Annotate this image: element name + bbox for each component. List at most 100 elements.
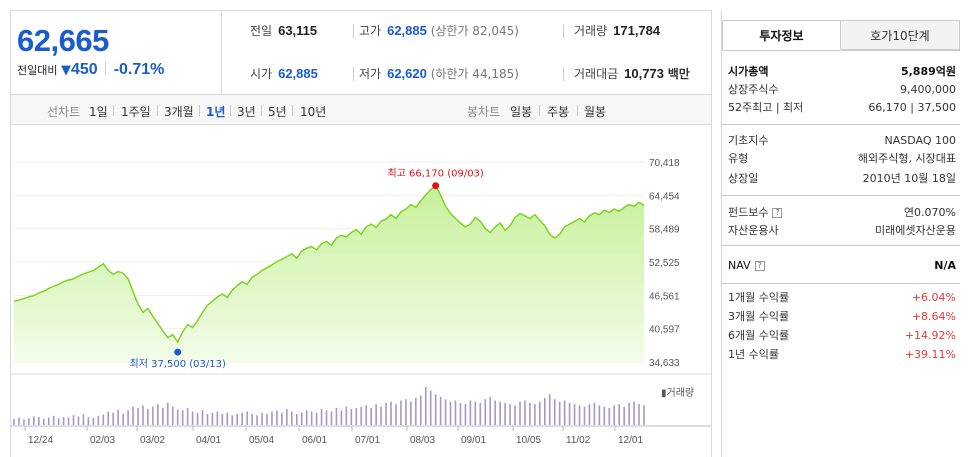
candle-chart-label: 봉차트 [467,105,501,119]
y-tick-label: 46,561 [649,291,680,302]
volume-bar [429,390,432,425]
stat-volume: 거래량 171,784 [574,22,660,39]
volume-bar [638,404,640,425]
info-row-market-cap: 시가총액 5,889억원 [728,64,956,80]
tab-orderbook[interactable]: 호가10단계 [840,20,960,50]
change-label: 전일대비 [17,64,58,77]
y-tick-label: 58,489 [649,225,680,236]
volume-bar [315,412,318,425]
info-key: 1년 수익률 [728,348,779,361]
tab-candle-daily[interactable]: 일봉 [510,105,533,119]
x-tick-label: 09/01 [461,435,486,446]
stat-low: 저가 62,620 (하한가 44,185) [359,65,519,82]
volume-bar [325,410,328,425]
tab-period-10y[interactable]: 10년 [300,105,327,119]
volume-bar [226,412,229,425]
info-row-index: 기초지수 NASDAQ 100 [728,133,956,149]
min-point [174,348,182,356]
help-icon[interactable]: ? [754,261,765,271]
info-row-nav: NAV? N/A [728,258,956,274]
volume-bar [67,417,70,425]
volume-bar [102,414,105,425]
volume-bar [251,413,253,425]
y-tick-label: 70,418 [649,158,680,169]
volume-legend: ▮거래량 [661,387,694,399]
x-tick-label: 11/02 [566,435,591,446]
tab-candle-monthly[interactable]: 월봉 [584,105,607,119]
change-percent: -0.71% [113,61,165,78]
volume-bar [171,406,174,425]
info-row-return-1y: 1년 수익률 +39.11% [728,347,956,363]
x-tick-label: 08/03 [410,435,435,446]
volume-bar [464,404,467,425]
quote-stats: 전일 63,115 고가 62,885 (상한가 82,045) 거래량 171,78… [223,11,712,94]
volume-bar [52,415,55,425]
volume-bar [186,407,189,425]
volume-bar [484,399,487,425]
info-key: 52주최고 | 최저 [728,101,804,114]
volume-bar [162,407,164,425]
volume-bar [489,396,492,425]
y-tick-label: 34,633 [649,358,680,369]
info-key: 1개월 수익률 [728,291,790,304]
volume-bar [603,406,606,425]
volume-bar [479,402,482,425]
volume-bar [335,407,338,425]
volume-bar [623,406,625,425]
info-key: 상장일 [728,172,759,185]
x-tick-label: 06/01 [302,435,327,446]
volume-bar [256,415,258,425]
volume-bar [42,418,45,425]
tab-investment-info[interactable]: 투자정보 [722,20,841,50]
volume-bar [137,407,139,425]
volume-bar [469,400,472,425]
info-value: +39.11% [904,348,956,361]
info-key: NAV [728,259,751,272]
y-tick-label: 52,525 [649,258,680,269]
stat-sub: (상한가 82,045) [430,24,519,38]
info-value: NASDAQ 100 [884,134,957,147]
price-chart[interactable]: 70,418 64,454 58,489 52,525 46,561 40,597 34,6… [11,125,711,457]
volume-bar [415,398,417,425]
y-tick-label: 40,597 [649,325,680,336]
volume-bar [77,416,80,425]
x-tick-label: 05/04 [249,435,274,446]
tab-candle-weekly[interactable]: 주봉 [547,105,570,119]
tab-period-1y[interactable]: 1년 [206,105,226,119]
tab-period-5y[interactable]: 5년 [268,105,287,119]
tab-period-1w[interactable]: 1주일 [121,105,151,119]
volume-bar [350,409,353,425]
tab-period-3y[interactable]: 3년 [237,105,256,119]
volume-bar [593,402,596,425]
stat-value: 63,115 [278,23,318,38]
tab-period-3m[interactable]: 3개월 [164,105,194,119]
volume-bar [543,398,546,425]
volume-bar [241,412,243,425]
stat-value: 62,885 [387,23,427,38]
volume-bar [563,400,566,425]
volume-bar [573,404,576,425]
info-value: 5,889억원 [900,65,956,78]
volume-bar [444,399,447,425]
info-key: 자산운용사 [728,224,779,237]
stat-unit: 백만 [667,67,690,81]
info-row-return-1m: 1개월 수익률 +6.04% [728,290,956,306]
volume-bar [147,409,149,425]
volume-bar [221,413,224,425]
tab-period-1d[interactable]: 1일 [89,105,108,119]
price-box: 62,665 전일대비 ▼450 -0.71% [11,11,222,94]
volume-bar [548,394,551,425]
volume-bar [390,401,392,425]
volume-bar [588,404,591,425]
x-tick-label: 07/01 [355,435,380,446]
volume-bar [191,411,194,425]
volume-bar [504,402,506,425]
stat-value: 10,773 [624,66,664,81]
volume-bar [509,404,511,425]
volume-bar [266,413,268,425]
min-label: 최저 37,500 (03/13) [130,358,226,370]
volume-bar [598,405,601,425]
help-icon[interactable]: ? [772,208,783,218]
volume-bar [107,411,110,425]
current-price: 62,665 [17,23,109,58]
